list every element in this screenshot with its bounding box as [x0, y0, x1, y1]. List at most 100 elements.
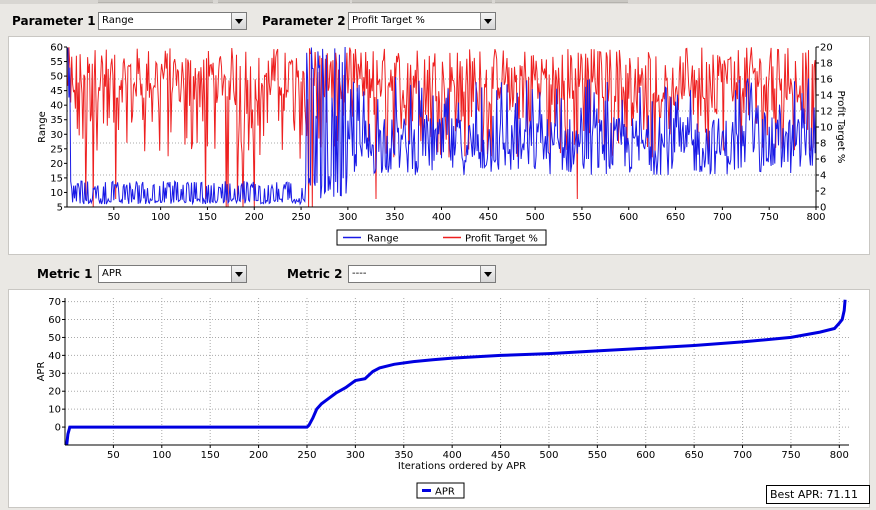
metric-1-label: Metric 1 [37, 267, 93, 281]
parameter-1-select[interactable]: Range [98, 12, 247, 30]
y2-axis-label: Profit Target % [835, 91, 846, 164]
apr-series-line [65, 299, 847, 445]
x-tick-label: 700 [733, 450, 752, 461]
x-tick-label: 550 [572, 212, 591, 223]
parameter-2-label: Parameter 2 [262, 14, 346, 28]
top-tab-strip [0, 0, 876, 4]
chart-legend: Range Profit Target % [336, 229, 547, 246]
x-tick-label: 250 [297, 450, 316, 461]
y-tick-label: 50 [48, 333, 61, 344]
x-tick-label: 100 [151, 212, 170, 223]
x-tick-label: 50 [107, 450, 120, 461]
x-tick-label: 300 [338, 212, 357, 223]
x-tick-label: 200 [245, 212, 264, 223]
metric-1-select[interactable]: APR [98, 265, 247, 283]
y2-tick-label: 20 [820, 43, 833, 54]
x-tick-label: 500 [526, 212, 545, 223]
x-tick-label: 800 [806, 212, 825, 223]
y2-tick-label: 16 [820, 75, 833, 86]
x-tick-label: 650 [685, 450, 704, 461]
y-tick-label: 30 [48, 369, 61, 380]
y-tick-label: 30 [50, 130, 63, 141]
x-tick-label: 650 [666, 212, 685, 223]
y-tick-label: 15 [50, 173, 63, 184]
dropdown-arrow-icon [235, 272, 243, 277]
metric-2-value: ---- [352, 268, 367, 279]
x-tick-label: 750 [781, 450, 800, 461]
parameter-chart-panel: 5 10 15 20 25 30 35 40 45 50 55 60 0 2 4 6 8 10 12 14 16 18 20… [8, 36, 870, 255]
y-tick-label: 45 [50, 86, 63, 97]
tab-fragment[interactable] [98, 0, 213, 3]
x-tick-label: 150 [201, 450, 220, 461]
metric-2-select[interactable]: ---- [348, 265, 496, 283]
dropdown-arrow-icon [484, 19, 492, 24]
y-tick-label: 60 [48, 315, 61, 326]
y2-tick-label: 4 [820, 171, 826, 182]
y2-tick-label: 6 [820, 155, 826, 166]
chart-legend: APR [416, 482, 465, 499]
y-tick-label: 60 [50, 43, 63, 54]
y-tick-label: 5 [57, 203, 63, 214]
metric-2-dropdown-button[interactable] [480, 266, 495, 282]
y2-tick-label: 0 [820, 203, 826, 214]
legend-label-profit-target: Profit Target % [465, 234, 538, 245]
best-apr-box: Best APR: 71.11 [766, 485, 870, 504]
profit-target-series-line [67, 47, 817, 208]
x-tick-label: 750 [760, 212, 779, 223]
parameter-1-label: Parameter 1 [12, 14, 96, 28]
parameter-2-dropdown-button[interactable] [480, 13, 495, 29]
metric-1-value: APR [102, 268, 122, 279]
x-tick-label: 250 [292, 212, 311, 223]
legend-label-range: Range [367, 234, 399, 245]
x-tick-label: 50 [107, 212, 120, 223]
parameter-chart: 5101520253035404550556002468101214161820… [37, 43, 846, 246]
y-axis-label: APR [36, 362, 47, 382]
tab-fragment[interactable] [495, 0, 628, 3]
x-tick-label: 700 [713, 212, 732, 223]
range-series-line [67, 46, 817, 206]
y2-tick-label: 18 [820, 59, 833, 70]
legend-box [336, 229, 547, 246]
x-tick-label: 500 [539, 450, 558, 461]
metric-1-dropdown-button[interactable] [231, 266, 246, 282]
x-tick-label: 350 [394, 450, 413, 461]
x-tick-label: 450 [491, 450, 510, 461]
parameter-1-value: Range [102, 15, 134, 26]
y-tick-label: 20 [50, 159, 63, 170]
tab-fragment[interactable] [218, 0, 350, 3]
y-tick-label: 25 [50, 144, 63, 155]
y-tick-label: 35 [50, 115, 63, 126]
x-tick-label: 300 [346, 450, 365, 461]
parameter-2-select[interactable]: Profit Target % [348, 12, 496, 30]
x-tick-label: 600 [636, 450, 655, 461]
x-tick-label: 150 [198, 212, 217, 223]
y-tick-label: 55 [50, 57, 63, 68]
y-tick-label: 70 [48, 297, 61, 308]
x-tick-label: 450 [479, 212, 498, 223]
x-tick-label: 350 [385, 212, 404, 223]
legend-swatch-apr [422, 489, 431, 492]
tab-fragment[interactable] [352, 0, 492, 3]
x-tick-label: 100 [152, 450, 171, 461]
dropdown-arrow-icon [235, 19, 243, 24]
y-tick-label: 0 [55, 423, 61, 434]
legend-label-apr: APR [435, 487, 455, 498]
metric-chart: 0 10 20 30 40 50 60 70 50 100 150 200 250 300 350 400 45… [36, 297, 849, 499]
x-tick-label: 400 [443, 450, 462, 461]
x-tick-label: 400 [432, 212, 451, 223]
x-tick-label: 550 [588, 450, 607, 461]
x-axis-label: Iterations ordered by APR [398, 461, 526, 472]
y2-tick-label: 14 [820, 91, 833, 102]
y2-tick-label: 12 [820, 107, 833, 118]
dropdown-arrow-icon [484, 272, 492, 277]
y-axis-label: Range [37, 111, 48, 143]
y-tick-label: 10 [48, 405, 61, 416]
y2-tick-label: 10 [820, 123, 833, 134]
parameter-2-value: Profit Target % [352, 15, 425, 26]
metric-chart-panel: 0 10 20 30 40 50 60 70 50 100 150 200 250 300 350 400 45… [8, 289, 870, 508]
x-tick-label: 200 [249, 450, 268, 461]
legend-box [416, 482, 465, 499]
metric-2-label: Metric 2 [287, 267, 343, 281]
y-tick-label: 40 [48, 351, 61, 362]
parameter-1-dropdown-button[interactable] [231, 13, 246, 29]
